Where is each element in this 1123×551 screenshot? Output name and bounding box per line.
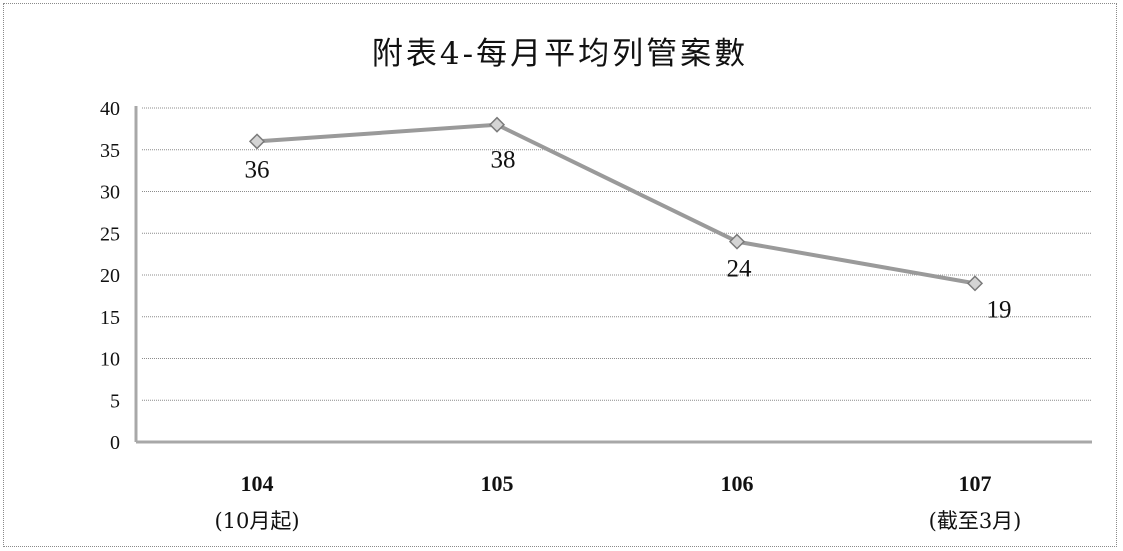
y-tick-label-5: 5 (110, 390, 120, 412)
data-point-104 (248, 133, 266, 150)
data-label-105: 38 (491, 147, 516, 174)
y-tick-label-10: 10 (100, 349, 120, 371)
x-category-label-106: 106 (721, 471, 754, 496)
x-category-label-105: 105 (481, 471, 514, 496)
gridlines (134, 106, 1092, 444)
y-tick-label-25: 25 (100, 223, 120, 245)
chart-title: 附表4-每月平均列管案數 (372, 36, 748, 72)
y-tick-label-40: 40 (100, 98, 120, 120)
series-layer (248, 116, 984, 292)
y-tick-label-20: 20 (100, 265, 120, 287)
y-tick-label-35: 35 (100, 140, 120, 162)
y-tick-label-0: 0 (110, 432, 120, 454)
data-label-107: 19 (987, 296, 1012, 323)
y-tick-label-15: 15 (100, 307, 120, 329)
data-labels: 36 38 24 19 (245, 147, 1012, 324)
data-point-105 (488, 116, 506, 133)
x-category-sublabel-104: (10月起) (214, 509, 299, 533)
x-category-label-107: 107 (959, 471, 992, 496)
x-category-label-104: 104 (241, 471, 274, 496)
y-tick-label-30: 30 (100, 182, 120, 204)
x-axis-categories: 104 (10月起) 105 106 107 (截至3月) (214, 471, 1021, 533)
data-label-106: 24 (727, 256, 753, 283)
series-line (256, 122, 976, 286)
y-axis-ticks: 0 5 10 15 20 25 30 35 40 (100, 98, 120, 454)
data-point-107 (966, 275, 984, 292)
x-category-sublabel-107: (截至3月) (929, 509, 1022, 533)
data-label-104: 36 (245, 156, 270, 183)
data-point-106 (728, 233, 746, 250)
